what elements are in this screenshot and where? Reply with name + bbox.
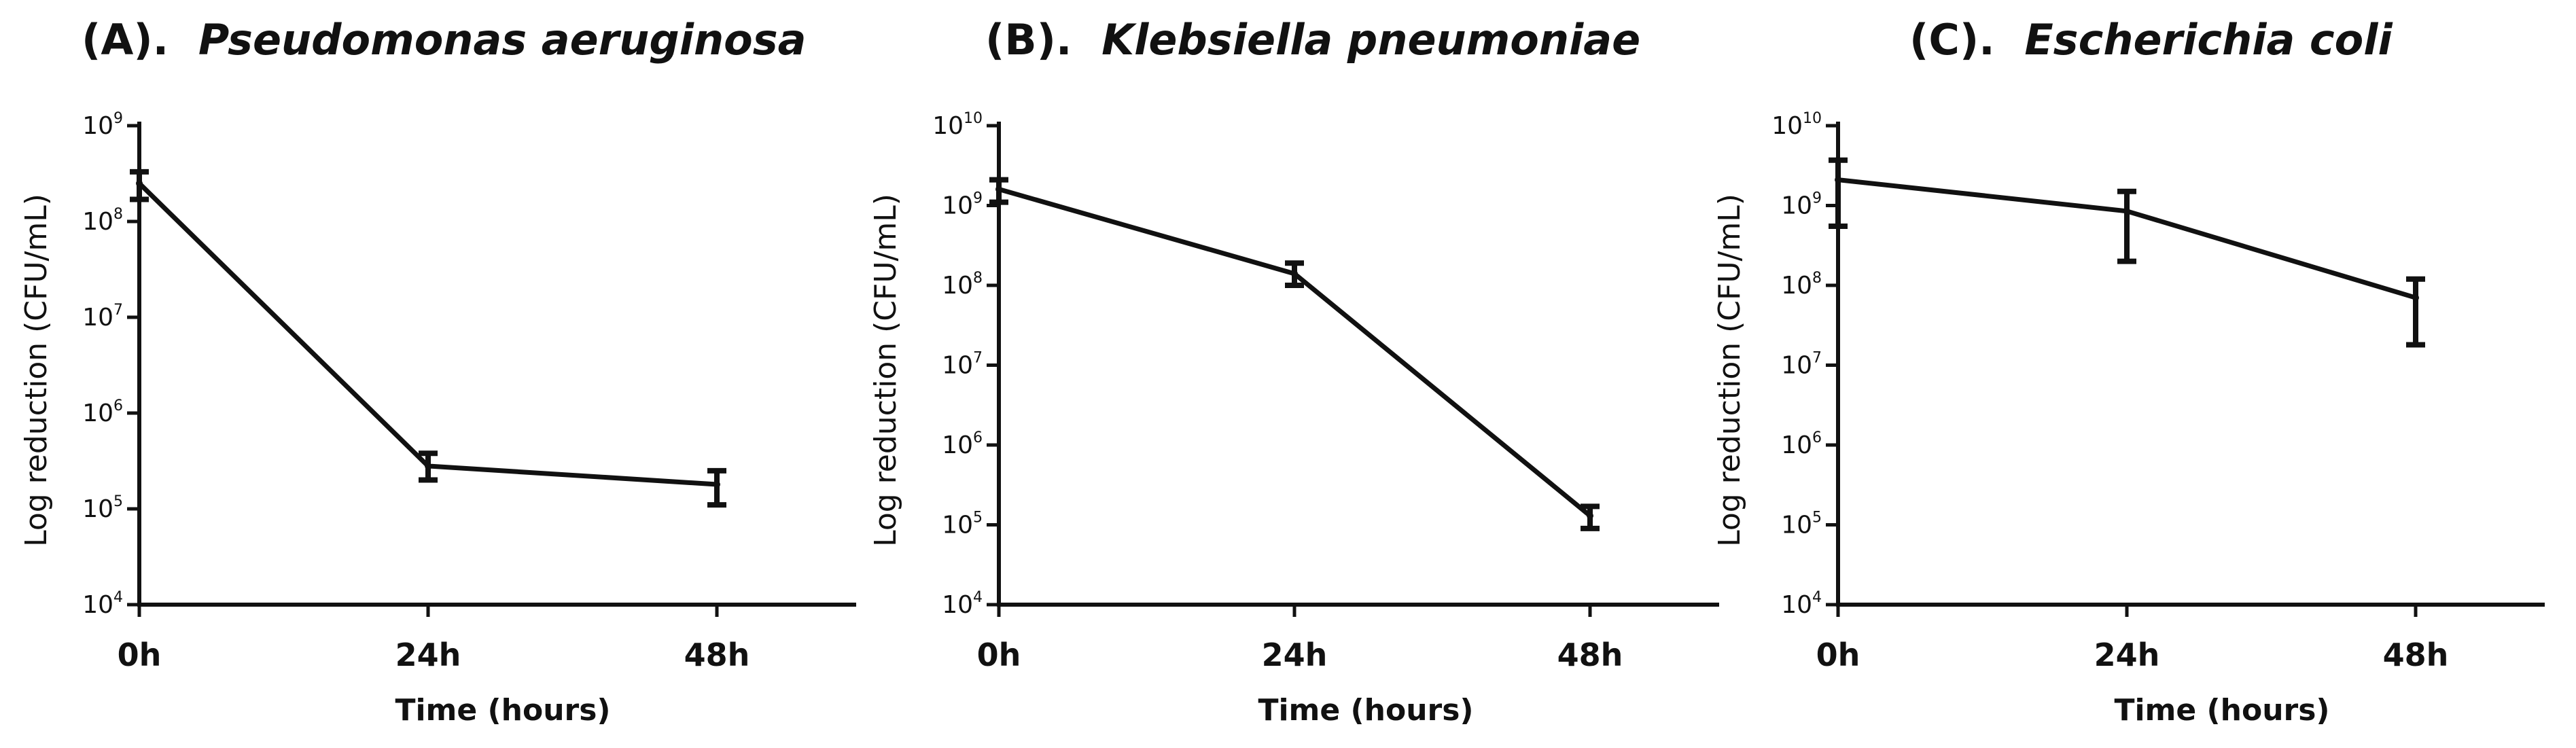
- panel-c-title: (C). Escherichia coli: [1909, 15, 2393, 65]
- panel-a-data-point: [425, 462, 431, 469]
- panel-c-x-axis-label: Time (hours): [2114, 693, 2329, 728]
- panel-b-data-point: [1291, 270, 1298, 277]
- panel-b-y-tick-label: 107: [942, 350, 983, 380]
- panel-a-x-axis-label: Time (hours): [395, 693, 610, 728]
- panel-c-y-tick-label: 108: [1781, 270, 1822, 300]
- panel-c-species: Escherichia coli: [2024, 15, 2393, 65]
- panel-c-y-tick-label: 106: [1781, 429, 1822, 459]
- panel-b-y-tick-label: 1010: [932, 110, 983, 140]
- panel-c-y-tick-label: 105: [1781, 510, 1822, 539]
- panel-a-series-line: [137, 181, 718, 487]
- panel-b-species: Klebsiella pneumoniae: [1101, 15, 1640, 65]
- panel-b-label: (B).: [985, 15, 1072, 65]
- panel-b-plot: 104 105 106 107 108 109 1010 0h 24h 48h: [932, 110, 1719, 673]
- panel-a-y-tick-label: 109: [82, 110, 123, 140]
- panel-b-data-point: [1587, 512, 1593, 520]
- panel-a-y-tick-label: 106: [82, 397, 123, 427]
- panel-c-x-tick-label: 0h: [1816, 637, 1860, 673]
- panel-c-plot: 104 105 106 107 108 109 1010 0h 24h 48h: [1771, 110, 2545, 673]
- panel-b-series-line: [998, 187, 1592, 518]
- panel-c-data-point: [1835, 176, 1841, 183]
- panel-b-y-tick-label: 104: [942, 589, 983, 619]
- panel-b-data-point: [995, 185, 1002, 193]
- panel-a-x-tick-label: 0h: [118, 637, 162, 673]
- panel-a: (A). Pseudomonas aeruginosa Log reductio…: [19, 15, 856, 728]
- panel-c-data-point: [2412, 294, 2419, 302]
- panel-c-x-tick-label: 48h: [2383, 637, 2449, 673]
- panel-c-y-axis-label: Log reduction (CFU/mL): [1712, 194, 1747, 547]
- panel-b: (B). Klebsiella pneumoniae Log reduction…: [868, 15, 1719, 728]
- panel-a-y-axis-label: Log reduction (CFU/mL): [19, 194, 54, 547]
- panel-b-x-axis-label: Time (hours): [1258, 693, 1473, 728]
- panel-a-y-tick-label: 107: [82, 302, 123, 332]
- panel-c-label: (C).: [1909, 15, 1995, 65]
- panel-a-x-tick-label: 48h: [684, 637, 750, 673]
- panel-b-title: (B). Klebsiella pneumoniae: [985, 15, 1640, 65]
- panel-c-y-tick-label: 107: [1781, 350, 1822, 380]
- panel-b-y-tick-label: 108: [942, 270, 983, 300]
- panel-c-y-tick-label: 109: [1781, 190, 1822, 220]
- panel-c-y-tick-label: 104: [1781, 589, 1822, 619]
- panel-c-data-point: [2123, 207, 2130, 215]
- panel-b-y-tick-label: 106: [942, 429, 983, 459]
- panel-b-y-tick-label: 109: [942, 190, 983, 220]
- panel-a-y-tick-label: 108: [82, 206, 123, 236]
- panel-c: (C). Escherichia coli Log reduction (CFU…: [1712, 15, 2545, 728]
- panel-a-label: (A).: [82, 15, 169, 65]
- panel-c-y-tick-label: 1010: [1771, 110, 1822, 140]
- panel-b-y-tick-label: 105: [942, 510, 983, 539]
- panel-a-x-tick-label: 24h: [395, 637, 461, 673]
- panel-a-data-point: [136, 179, 143, 187]
- panel-a-y-tick-label: 104: [82, 589, 123, 619]
- panel-a-plot: 104 105 106 107 108 109 0h 24h 48h: [82, 110, 856, 673]
- panel-b-y-axis-label: Log reduction (CFU/mL): [868, 194, 903, 547]
- panel-a-y-tick-label: 105: [82, 493, 123, 523]
- panel-b-x-tick-label: 24h: [1262, 637, 1328, 673]
- panel-a-data-point: [713, 481, 720, 488]
- panel-a-species: Pseudomonas aeruginosa: [198, 15, 807, 65]
- panel-c-x-tick-label: 24h: [2094, 637, 2160, 673]
- panel-a-title: (A). Pseudomonas aeruginosa: [82, 15, 806, 65]
- panel-b-x-tick-label: 0h: [977, 637, 1021, 673]
- panel-b-x-tick-label: 48h: [1557, 637, 1623, 673]
